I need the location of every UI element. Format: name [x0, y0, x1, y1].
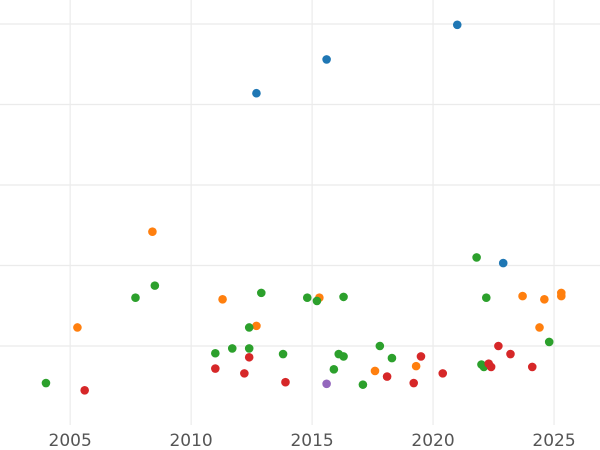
data-point — [252, 88, 261, 98]
data-point — [41, 378, 51, 388]
data-point — [329, 365, 339, 374]
data-point — [150, 281, 160, 290]
data-point — [452, 20, 462, 30]
chart-grid — [0, 0, 600, 425]
data-point — [472, 253, 481, 262]
data-point — [244, 352, 254, 362]
data-point — [148, 227, 157, 236]
x-tick-label: 2020 — [411, 431, 454, 450]
data-point — [218, 295, 227, 304]
data-point — [80, 385, 89, 395]
data-point — [278, 349, 288, 359]
data-point — [409, 378, 419, 388]
chart-points — [41, 20, 566, 395]
data-point — [312, 296, 322, 306]
data-point — [256, 288, 266, 298]
data-point — [506, 349, 515, 359]
data-point — [211, 348, 220, 358]
data-point — [494, 341, 503, 351]
data-point — [281, 377, 290, 387]
x-tick-label: 2025 — [532, 431, 575, 450]
data-point — [244, 344, 254, 353]
data-point — [73, 323, 82, 332]
data-point — [486, 362, 496, 372]
data-point — [302, 293, 312, 303]
data-point — [438, 369, 448, 378]
data-point — [411, 361, 421, 371]
data-point — [481, 293, 491, 303]
data-point — [387, 353, 397, 363]
data-point — [227, 344, 237, 353]
data-point — [518, 291, 527, 301]
data-point — [540, 295, 549, 304]
data-point — [527, 362, 537, 372]
x-tick-label: 2005 — [49, 431, 92, 450]
data-point — [498, 258, 508, 268]
data-point — [131, 293, 140, 303]
data-point — [535, 323, 544, 332]
x-tick-label: 2010 — [169, 431, 212, 450]
data-point — [322, 379, 331, 389]
data-point — [244, 323, 254, 332]
data-point — [339, 292, 348, 302]
x-axis-ticks: 2005 2010 2015 2020 2025 — [49, 431, 576, 450]
data-point — [556, 291, 566, 301]
data-point — [382, 372, 392, 381]
data-point — [370, 366, 380, 376]
x-tick-label: 2015 — [290, 431, 333, 450]
data-point — [416, 352, 426, 361]
data-point — [322, 55, 331, 64]
data-point — [544, 337, 554, 347]
data-point — [375, 341, 385, 351]
data-point — [211, 364, 220, 373]
data-point — [240, 369, 249, 378]
data-point — [358, 380, 368, 389]
data-point — [339, 352, 348, 361]
data-point — [252, 321, 261, 331]
